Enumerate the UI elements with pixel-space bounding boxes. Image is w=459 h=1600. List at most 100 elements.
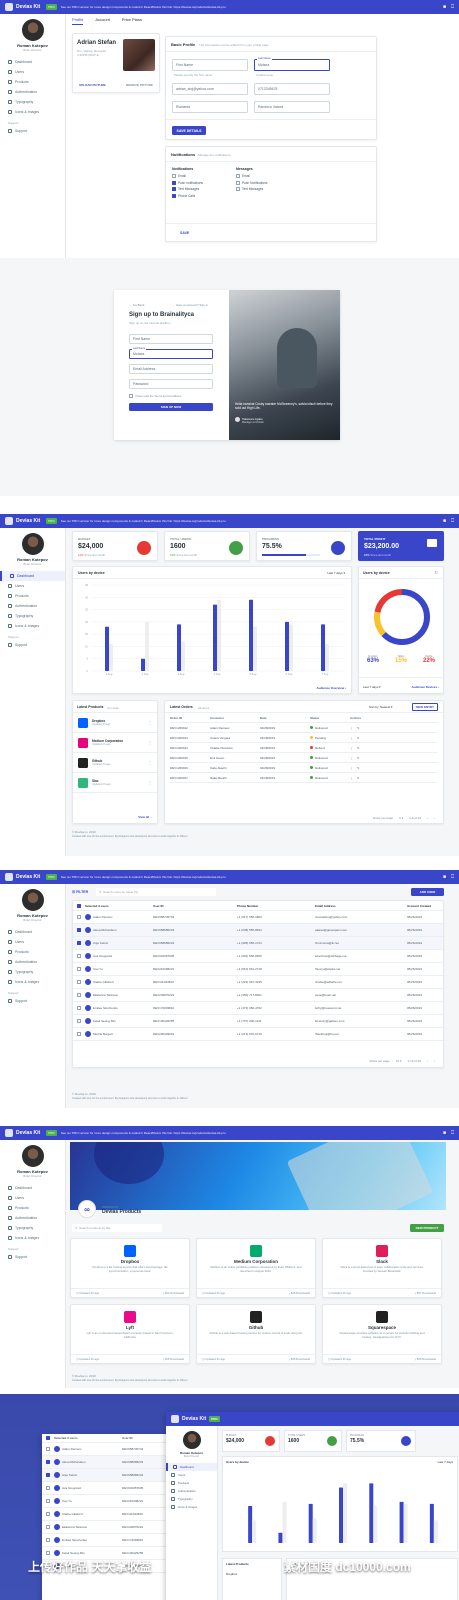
sidebar-item-authentication[interactable]: Authentication xyxy=(0,1213,65,1223)
avatar[interactable] xyxy=(21,19,44,41)
order-row[interactable]: DEV1209014 Chiaka Okonkwo 04/28/2019 Refund… xyxy=(170,743,438,753)
sidebar-item-products[interactable]: Products xyxy=(0,947,65,957)
notif-option[interactable]: Push Notifications xyxy=(236,180,268,187)
sidebar-item-users[interactable]: Users xyxy=(166,1471,217,1479)
audience-devices-link[interactable]: Audience Devices › xyxy=(411,685,439,689)
country-field[interactable]: Romania xyxy=(172,101,248,113)
sidebar-item-dashboard[interactable]: Dashboard xyxy=(0,1183,65,1193)
product-card[interactable]: Github GitHub is a web-based hosting serv… xyxy=(196,1304,316,1364)
sidebar-item-icons-images[interactable]: Icons & Images xyxy=(0,621,65,631)
row-checkbox[interactable] xyxy=(46,1538,50,1542)
avatar[interactable] xyxy=(21,533,44,555)
signup-last-name[interactable]: Moisea xyxy=(129,349,213,359)
order-row[interactable]: DEV1209015 Emi Green 04/28/2019 Delivered ⋮ ✎ xyxy=(170,753,438,763)
notifications-icon[interactable]: ■ xyxy=(442,4,446,10)
collage-user-row[interactable]: Alexa Richardson DEV958985233 xyxy=(42,1456,182,1469)
row-checkbox[interactable] xyxy=(46,1460,50,1464)
more-icon[interactable]: ⋮ xyxy=(350,755,353,760)
notif-checkbox[interactable] xyxy=(172,180,176,185)
new-product-button[interactable]: NEW PRODUCT xyxy=(410,1224,444,1232)
refresh-icon[interactable]: ↻ xyxy=(434,570,438,575)
row-checkbox[interactable] xyxy=(46,1564,50,1568)
filter-button[interactable]: ☰ FILTER xyxy=(72,890,89,894)
collage-user-row[interactable]: Merrile Burgett DEV200429001 xyxy=(42,1560,182,1573)
audience-overview-link[interactable]: Audience Overview › xyxy=(316,686,346,690)
notif-option[interactable]: Push notifications xyxy=(172,180,203,187)
brand[interactable]: Devias Kit xyxy=(5,1129,40,1137)
brand[interactable]: Devias Kit xyxy=(5,873,40,881)
avatar[interactable] xyxy=(21,1145,44,1167)
sidebar-item-icons-images[interactable]: Icons & Images xyxy=(0,977,65,987)
row-checkbox[interactable] xyxy=(46,1512,50,1516)
table-row[interactable]: Anje Keizer DEV958985234 +1 (905) 655-1723… xyxy=(73,937,443,950)
more-icon[interactable]: ⋮ xyxy=(350,745,353,750)
signup-button[interactable]: SIGN UP NOW xyxy=(129,403,213,411)
first-name-field[interactable]: First Name xyxy=(172,59,248,71)
bar-chart-filter[interactable]: Last 7 days ▾ xyxy=(327,571,345,575)
collage-user-row[interactable]: Anje Keizer DEV958985234 xyxy=(42,1469,182,1482)
sidebar-item-products[interactable]: Products xyxy=(0,1203,65,1213)
save-details-button[interactable]: SAVE DETAILS xyxy=(172,126,206,135)
sidebar-item-products[interactable]: Products xyxy=(0,591,65,601)
next-page-icon[interactable]: › xyxy=(434,816,435,820)
table-row[interactable]: Alexa Richardson DEV958985233 +1 (648) 555… xyxy=(73,924,443,937)
product-card[interactable]: Squarespace Squarespace provides software… xyxy=(322,1304,442,1364)
notifications-icon[interactable]: ■ xyxy=(442,518,446,524)
notif-option[interactable]: Email xyxy=(236,173,268,180)
sidebar-item-typography[interactable]: Typography xyxy=(0,611,65,621)
edit-icon[interactable]: ✎ xyxy=(357,745,360,750)
order-row[interactable]: DEV1209013 Amara Vergara 04/28/2019 Pending… xyxy=(170,733,438,743)
sidebar-item-dashboard[interactable]: Dashboard xyxy=(0,927,65,937)
product-card[interactable]: Lyft Lyft is an on-demand transportation … xyxy=(70,1304,190,1364)
product-card[interactable]: Slack Slack is a cloud-based set of team … xyxy=(322,1238,442,1298)
user-search-input[interactable]: ⚲ Search users by name (S) xyxy=(96,888,216,896)
sidebar-item-support[interactable]: Support xyxy=(0,1252,65,1262)
sidebar-item-support[interactable]: Support xyxy=(0,126,65,136)
sidebar-item-icons-images[interactable]: Icons & Images xyxy=(166,1503,217,1511)
collage-user-row[interactable]: Ekaterina Tankova DEV240870222 xyxy=(42,1521,182,1534)
notif-checkbox[interactable] xyxy=(172,187,176,192)
order-row[interactable]: DEV1209016 Kaito Akachi 04/28/2019 Delivere… xyxy=(170,763,438,773)
collage-user-row[interactable]: Adam Denisov DEV958745743 xyxy=(42,1443,182,1456)
row-checkbox[interactable] xyxy=(77,941,81,945)
signup-first-name[interactable]: First Name xyxy=(129,334,213,344)
sidebar-item-typography[interactable]: Typography xyxy=(0,97,65,107)
row-checkbox[interactable] xyxy=(46,1486,50,1490)
product-list-item[interactable]: Medium Corporation Updated 2h ago ⋮ xyxy=(73,733,157,753)
sidebar-item-users[interactable]: Users xyxy=(0,1193,65,1203)
row-checkbox[interactable] xyxy=(46,1551,50,1555)
add-user-button[interactable]: ADD USER xyxy=(411,888,444,896)
collage-bar-filter[interactable]: Last 7 days xyxy=(437,1460,453,1464)
collage-user-row[interactable]: Emilee Simchenko DEV172093810 xyxy=(42,1534,182,1547)
next-page-icon[interactable]: › xyxy=(434,1059,435,1063)
brand[interactable]: Devias Kit xyxy=(5,517,40,525)
sidebar-item-support[interactable]: Support xyxy=(0,640,65,650)
signout-icon[interactable]: ⎕ xyxy=(450,518,454,524)
row-checkbox[interactable] xyxy=(46,1447,50,1451)
table-row[interactable]: Clarke Gillebert DEV111033810 +1 (223) 097… xyxy=(73,976,443,989)
product-card[interactable]: Medium Corporation Medium is an online pu… xyxy=(196,1238,316,1298)
sidebar-item-products[interactable]: Products xyxy=(166,1479,217,1487)
tab-profile[interactable]: Profile xyxy=(72,17,84,25)
sidebar-item-support[interactable]: Support xyxy=(0,996,65,1006)
sidebar-item-typography[interactable]: Typography xyxy=(0,967,65,977)
collage-user-row[interactable]: Cao Yu DEV210008231 xyxy=(42,1495,182,1508)
notif-checkbox[interactable] xyxy=(172,174,176,179)
orders-sort[interactable]: Sort by: Newest ▾ xyxy=(369,705,393,709)
product-card[interactable]: Dropbox Dropbox is a file hosting service… xyxy=(70,1238,190,1298)
sidebar-item-users[interactable]: Users xyxy=(0,581,65,591)
donut-filter[interactable]: Last 7 days ▾ xyxy=(363,685,381,689)
row-checkbox[interactable] xyxy=(77,993,81,997)
notif-checkbox[interactable] xyxy=(236,187,240,192)
sidebar-item-users[interactable]: Users xyxy=(0,67,65,77)
edit-icon[interactable]: ✎ xyxy=(357,725,360,730)
collage-user-row[interactable]: Ava Gregoraci DEV001057935 xyxy=(42,1482,182,1495)
order-row[interactable]: DEV1209017 Naila Maurih 04/28/2019 Delivere… xyxy=(170,773,438,783)
view-all-link[interactable]: View all → xyxy=(138,815,153,819)
collage-avatar[interactable] xyxy=(182,1431,201,1449)
more-icon[interactable]: ⋮ xyxy=(148,780,152,785)
table-row[interactable]: Kwak Seong-Min DEV130426255 +1 (707) 200-1… xyxy=(73,1015,443,1028)
sidebar-item-icons-images[interactable]: Icons & Images xyxy=(0,1233,65,1243)
signout-icon[interactable]: ⎕ xyxy=(450,874,454,880)
more-icon[interactable]: ⋮ xyxy=(350,775,353,780)
